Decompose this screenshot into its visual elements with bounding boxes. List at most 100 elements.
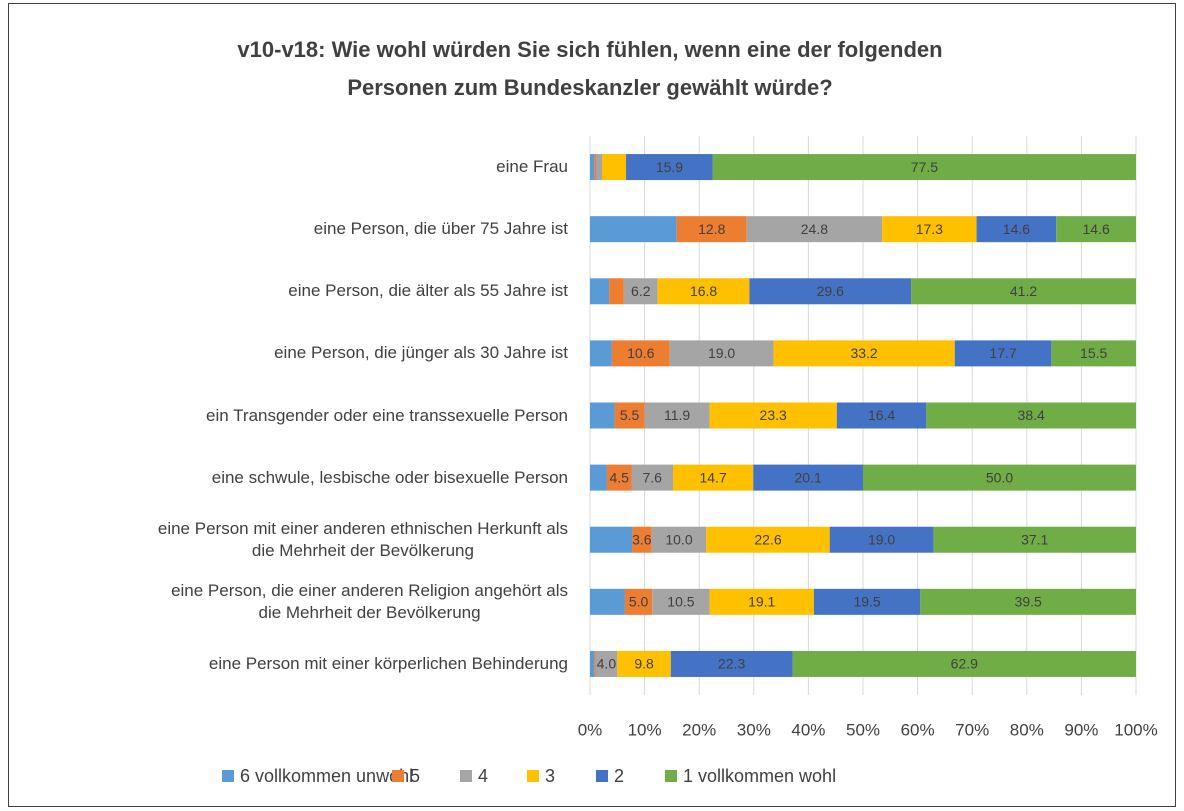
legend-swatch — [665, 770, 677, 782]
bar-segment — [920, 588, 1136, 615]
bar-segment — [813, 588, 921, 615]
bar-segment — [617, 650, 671, 677]
x-tick-label: 0% — [578, 720, 603, 739]
data-label: 16.8 — [690, 283, 717, 299]
bar-segment — [590, 216, 677, 243]
category-label: eine schwule, lesbische oder bisexuelle … — [211, 467, 568, 487]
bar-segment — [657, 278, 750, 305]
data-label: 15.5 — [1080, 345, 1107, 361]
legend-swatch — [222, 770, 234, 782]
data-label: 50.0 — [986, 469, 1013, 485]
legend-label: 1 vollkommen wohl — [683, 766, 836, 786]
data-label: 29.6 — [817, 283, 844, 299]
data-label: 14.7 — [699, 469, 726, 485]
x-tick-label: 30% — [737, 720, 771, 739]
bar-segment — [792, 650, 1136, 677]
x-tick-label: 50% — [846, 720, 880, 739]
legend-label: 3 — [545, 766, 555, 786]
data-label: 10.5 — [667, 594, 694, 610]
data-label: 22.6 — [754, 531, 781, 547]
legend-label: 4 — [478, 766, 488, 786]
bar-segment — [712, 154, 1136, 181]
bar-segment — [709, 588, 814, 615]
category-label: eine Person, die jünger als 30 Jahre ist — [274, 343, 568, 363]
bar-segment — [590, 526, 633, 553]
data-label: 4.5 — [609, 469, 629, 485]
bar-segment — [746, 216, 883, 243]
data-label: 17.3 — [916, 221, 943, 237]
bar-segment — [595, 650, 618, 677]
legend-swatch — [527, 770, 539, 782]
legend-swatch — [392, 770, 404, 782]
data-label: 17.7 — [989, 345, 1016, 361]
bar-segment — [669, 340, 774, 367]
chart-title: v10-v18: Wie wohl würden Sie sich fühlen… — [237, 37, 942, 62]
data-label: 19.1 — [748, 594, 775, 610]
bar-segment — [651, 526, 707, 553]
bar-segment — [609, 278, 624, 305]
data-label: 9.8 — [634, 656, 654, 672]
bar-segment — [624, 588, 653, 615]
bar-segment — [753, 464, 863, 491]
bar-segment — [594, 650, 596, 677]
x-tick-label: 10% — [628, 720, 662, 739]
legend-swatch — [596, 770, 608, 782]
bar-segment — [829, 526, 934, 553]
x-tick-label: 80% — [1010, 720, 1044, 739]
data-label: 3.6 — [632, 531, 652, 547]
category-label: eine Person, die älter als 55 Jahre ist — [288, 281, 568, 301]
bar-segment — [882, 216, 977, 243]
data-label: 12.8 — [698, 221, 725, 237]
data-label: 11.9 — [664, 407, 690, 423]
data-label: 38.4 — [1018, 407, 1045, 423]
bar-segment — [670, 650, 793, 677]
data-label: 10.0 — [665, 531, 692, 547]
data-label: 37.1 — [1021, 531, 1048, 547]
data-label: 19.5 — [853, 594, 880, 610]
data-label: 19.0 — [708, 345, 735, 361]
bar-segment — [672, 464, 754, 491]
bar-segment — [596, 154, 603, 181]
bar-segment — [590, 340, 612, 367]
bar-segment — [632, 526, 652, 553]
data-label: 4.0 — [597, 656, 617, 672]
bar-segment — [1056, 216, 1136, 243]
bar-segment — [590, 154, 595, 181]
bar-segment — [590, 588, 625, 615]
bar-segment — [926, 402, 1136, 429]
bar-segment — [933, 526, 1136, 553]
x-tick-label: 70% — [955, 720, 989, 739]
data-label: 23.3 — [760, 407, 787, 423]
bar-segment — [590, 278, 610, 305]
bar-segment — [594, 154, 597, 181]
data-label: 19.0 — [868, 531, 895, 547]
bar-segment — [614, 402, 645, 429]
data-label: 14.6 — [1083, 221, 1110, 237]
bar-segment — [606, 464, 632, 491]
category-label: eine Person mit einer körperlichen Behin… — [208, 653, 568, 673]
category-label: eine Person, die einer anderen Religion … — [171, 580, 568, 622]
chart-title: Personen zum Bundeskanzler gewählt würde… — [347, 75, 832, 100]
data-label: 16.4 — [868, 407, 895, 423]
data-label: 6.2 — [631, 283, 651, 299]
category-label: eine Frau — [496, 157, 568, 177]
category-label: eine Person, die über 75 Jahre ist — [313, 219, 568, 239]
bar-segment — [602, 154, 627, 181]
data-label: 20.1 — [795, 469, 822, 485]
data-label: 22.3 — [718, 656, 745, 672]
data-label: 14.6 — [1003, 221, 1030, 237]
data-label: 33.2 — [850, 345, 877, 361]
bar-segment — [652, 588, 710, 615]
x-tick-label: 100% — [1114, 720, 1157, 739]
bar-segment — [623, 278, 658, 305]
bar-segment — [590, 650, 595, 677]
bar-segment — [590, 402, 615, 429]
category-label: ein Transgender oder eine transsexuelle … — [206, 405, 568, 425]
bar-segment — [676, 216, 747, 243]
legend-label: 6 vollkommen unwohl — [240, 766, 413, 786]
data-label: 77.5 — [911, 159, 938, 175]
bar-segment — [709, 402, 837, 429]
category-label: eine Person mit einer anderen ethnischen… — [157, 518, 568, 560]
